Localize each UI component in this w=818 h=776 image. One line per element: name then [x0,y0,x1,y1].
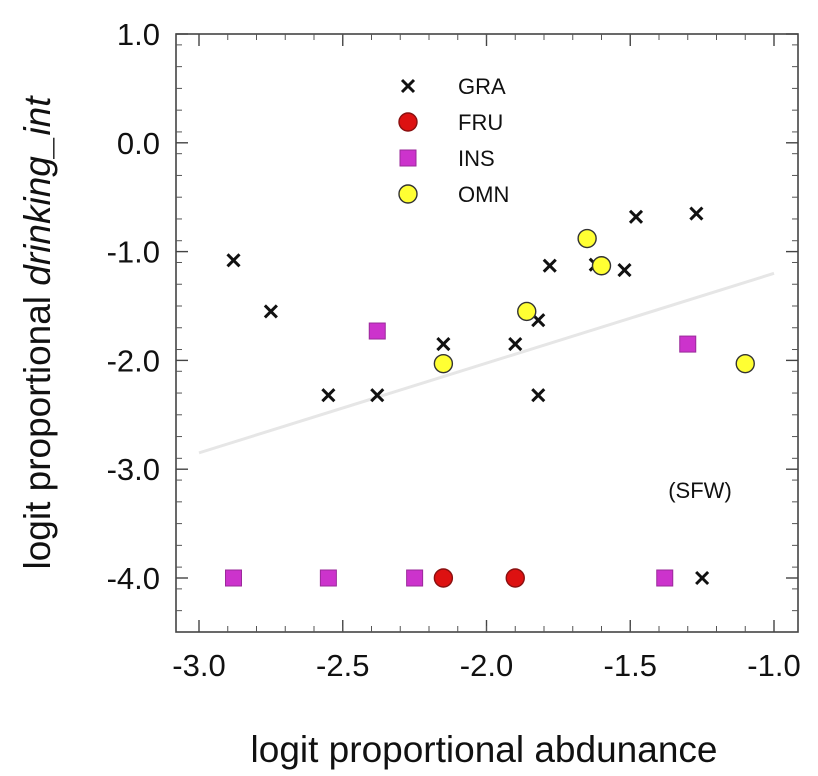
point-fru [433,568,454,588]
point-omn [433,353,454,374]
point-omn [577,228,597,249]
point-gra [321,388,336,403]
legend-marker-ins [399,149,417,167]
point-gra-stroke [531,313,546,328]
x-tick-label: -2.0 [460,648,513,683]
axis-ticks [176,33,798,632]
y-tick-label: 0.0 [117,126,160,161]
point-gra [617,263,632,278]
y-axis-title-prefix: logit proportional [17,286,58,570]
point-gra-stroke [542,258,557,273]
y-tick-labels: 1.0 0.0 -1.0 -2.0 -3.0 -4.0 [107,17,160,596]
legend: GRA FRU INS OMN [398,74,509,207]
point-gra [263,304,278,319]
point-omn [517,301,537,322]
point-gra [689,206,704,221]
y-tick-label: -3.0 [107,452,160,487]
data-points [225,206,755,588]
legend-marker-omn [398,184,418,204]
point-ins [656,569,674,587]
x-axis-title: logit proportional abdunance [251,729,718,770]
point-ins [368,322,386,340]
point-gra [508,337,523,352]
y-tick-label: -4.0 [107,561,160,596]
point-gra-stroke [370,388,385,403]
point-gra-stroke [226,253,241,268]
point-omn [591,256,612,276]
point-ins [319,569,337,587]
y-tick-label: -1.0 [107,235,160,270]
x-tick-label: -2.5 [316,648,369,683]
y-axis-title: logit proportional drinking_int [17,95,58,570]
legend-label-ins: INS [458,146,495,171]
point-gra-stroke [531,388,546,403]
point-gra [226,253,241,268]
trend-line [198,271,775,455]
point-fru [505,568,525,588]
point-gra [531,388,546,403]
x-tick-label: -1.5 [604,648,657,683]
point-gra [370,388,385,403]
y-axis-title-italic: drinking_int [17,95,58,286]
point-ins [225,569,242,587]
point-gra [436,337,451,352]
y-tick-label: 1.0 [117,17,160,52]
point-omn [735,353,755,374]
legend-marker-fru [398,112,418,132]
legend-label-omn: OMN [458,182,509,207]
legend-marker-gra-stroke [400,78,416,94]
point-gra-stroke [321,388,336,403]
x-tick-label: -1.0 [747,648,800,683]
point-gra-stroke [628,209,644,224]
point-gra-stroke [508,337,523,352]
legend-label-fru: FRU [458,110,503,135]
point-gra-stroke [436,337,451,352]
chart-annotation: (SFW) [668,478,732,503]
y-tick-label: -2.0 [107,343,160,378]
point-gra [695,570,710,586]
legend-marker-gra [400,78,416,94]
point-gra [542,258,557,273]
point-ins [679,335,697,353]
point-gra-stroke [263,304,278,319]
point-gra-stroke [689,206,704,221]
point-gra-stroke [695,570,710,586]
point-gra [628,209,644,224]
legend-label-gra: GRA [458,74,506,99]
point-ins [406,569,424,587]
x-tick-labels: -3.0 -2.5 -2.0 -1.5 -1.0 [172,648,800,683]
x-tick-label: -3.0 [172,648,225,683]
point-gra-stroke [617,263,632,278]
